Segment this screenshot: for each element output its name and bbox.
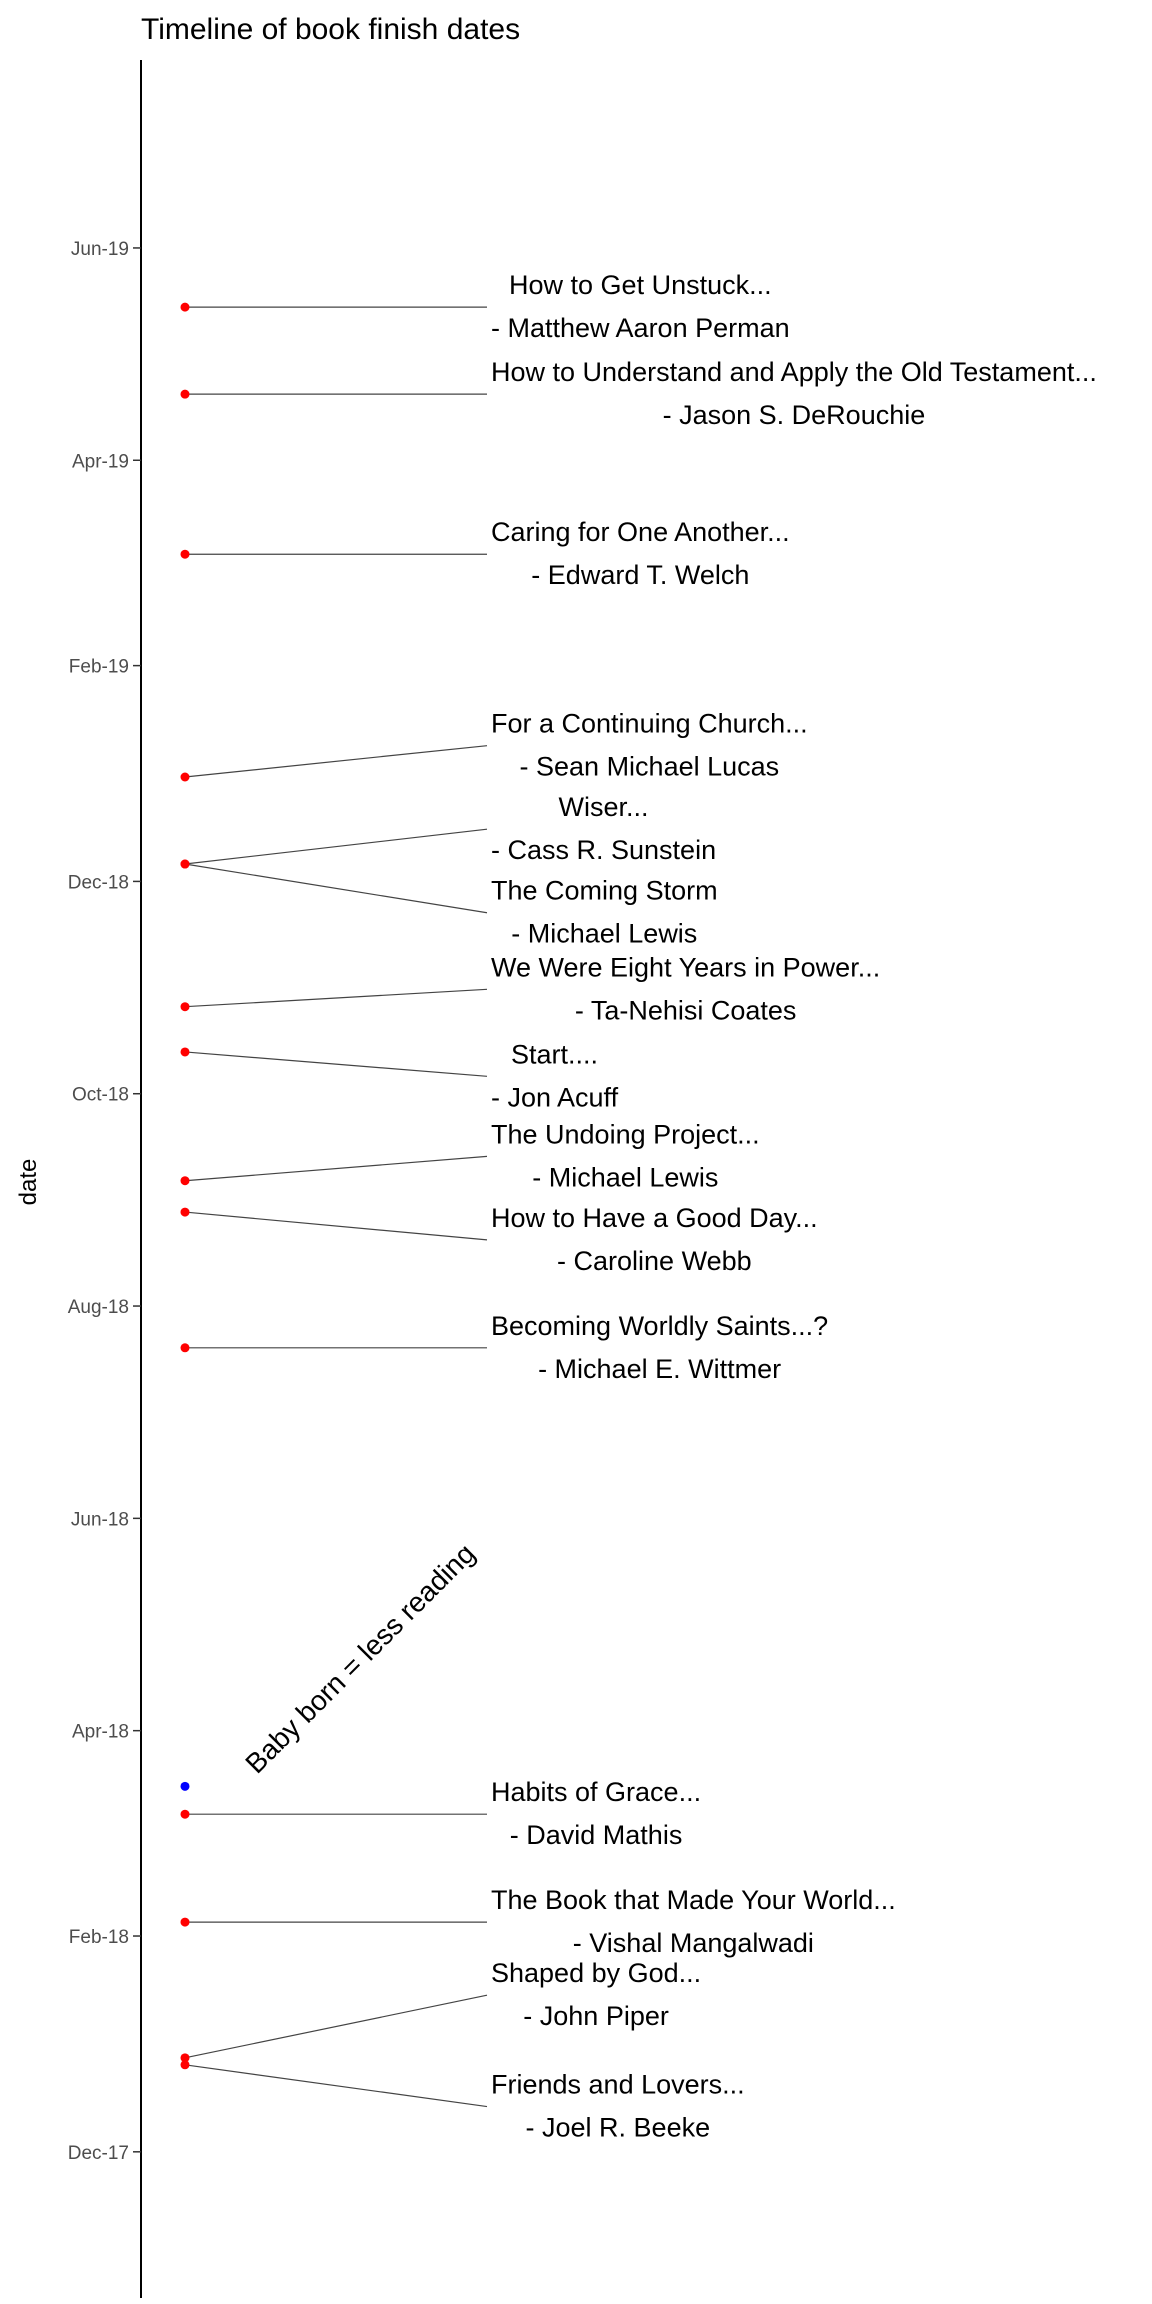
book-point [180, 302, 190, 312]
book-point [180, 1176, 190, 1186]
y-tick-label: Dec-18 [68, 872, 129, 893]
y-tick-label: Feb-18 [69, 1927, 129, 1948]
book-author-label: - Joel R. Beeke [526, 2113, 711, 2143]
connector-line [184, 1051, 488, 1077]
book-point [180, 1207, 190, 1217]
book-point [180, 1002, 190, 1012]
book-point [180, 859, 190, 869]
connector-line [184, 2064, 488, 2108]
book-title-label: How to Get Unstuck... [509, 270, 772, 300]
connector-line [184, 1994, 488, 2059]
book-point [180, 2053, 190, 2063]
chart-title: Timeline of book finish dates [141, 13, 520, 46]
book-title-label: Wiser... [559, 792, 649, 822]
book-title-label: The Book that Made Your World... [491, 1885, 896, 1915]
book-title-label: The Undoing Project... [491, 1119, 760, 1149]
connector-line [184, 1211, 488, 1241]
y-tick-label: Jun-18 [71, 1509, 129, 1530]
book-title-label: How to Understand and Apply the Old Test… [491, 357, 1097, 387]
book-author-label: - Jason S. DeRouchie [663, 400, 926, 430]
book-author-label: - Sean Michael Lucas [520, 752, 780, 782]
book-point [180, 1343, 190, 1353]
book-author-label: - John Piper [523, 2001, 669, 2031]
y-tick-label: Feb-19 [69, 657, 129, 678]
connector-lines [184, 306, 488, 2108]
y-tick-label: Dec-17 [68, 2143, 129, 2164]
annotation-point [180, 1781, 190, 1791]
book-author-label: - Ta-Nehisi Coates [575, 995, 797, 1025]
book-title-label: Becoming Worldly Saints...? [491, 1311, 828, 1341]
book-author-label: - Caroline Webb [557, 1246, 752, 1276]
book-title-label: We Were Eight Years in Power... [491, 952, 880, 982]
book-title-label: Start.... [511, 1039, 598, 1069]
book-title-label: For a Continuing Church... [491, 709, 808, 739]
data-points [180, 302, 190, 2070]
book-title-label: Shaped by God... [491, 1958, 701, 1988]
book-author-label: - Matthew Aaron Perman [491, 313, 790, 343]
book-title-label: Friends and Lovers... [491, 2070, 745, 2100]
connector-line [184, 828, 488, 865]
book-point [180, 1809, 190, 1819]
book-title-label: Habits of Grace... [491, 1777, 701, 1807]
annotation-group: Baby born = less reading [180, 1538, 481, 1791]
book-point [180, 1047, 190, 1057]
book-author-label: - Cass R. Sunstein [491, 835, 716, 865]
book-point [180, 549, 190, 559]
book-point [180, 1917, 190, 1927]
y-tick-label: Apr-18 [72, 1722, 129, 1743]
y-axis-label: date [15, 1159, 42, 1206]
annotation-label: Baby born = less reading [239, 1538, 480, 1779]
connector-line [184, 863, 488, 914]
book-point [180, 2060, 190, 2070]
book-author-label: - Vishal Mangalwadi [573, 1928, 814, 1958]
y-tick-label: Apr-19 [72, 451, 129, 472]
connector-line [184, 745, 488, 778]
y-axis-ticks: Dec-17 Feb-18 Apr-18 Jun-18 Aug-18 Oct-18 Dec-… [68, 239, 141, 2164]
book-author-label: - Jon Acuff [491, 1082, 619, 1112]
y-tick-label: Jun-19 [71, 239, 129, 260]
book-title-label: The Coming Storm [491, 876, 718, 906]
y-tick-label: Aug-18 [68, 1297, 129, 1318]
book-author-label: - Michael Lewis [532, 1162, 718, 1192]
y-tick-label: Oct-18 [72, 1085, 129, 1106]
book-author-label: - Edward T. Welch [531, 560, 749, 590]
book-title-label: Caring for One Another... [491, 517, 790, 547]
book-point [180, 389, 190, 399]
connector-line [184, 988, 488, 1008]
book-author-label: - David Mathis [510, 1820, 683, 1850]
book-point [180, 772, 190, 782]
book-title-label: How to Have a Good Day... [491, 1203, 818, 1233]
book-labels: How to Get Unstuck... - Matthew Aaron Per… [491, 270, 1097, 2142]
connector-line [184, 1155, 488, 1182]
book-author-label: - Michael Lewis [511, 919, 697, 949]
book-author-label: - Michael E. Wittmer [538, 1354, 781, 1384]
